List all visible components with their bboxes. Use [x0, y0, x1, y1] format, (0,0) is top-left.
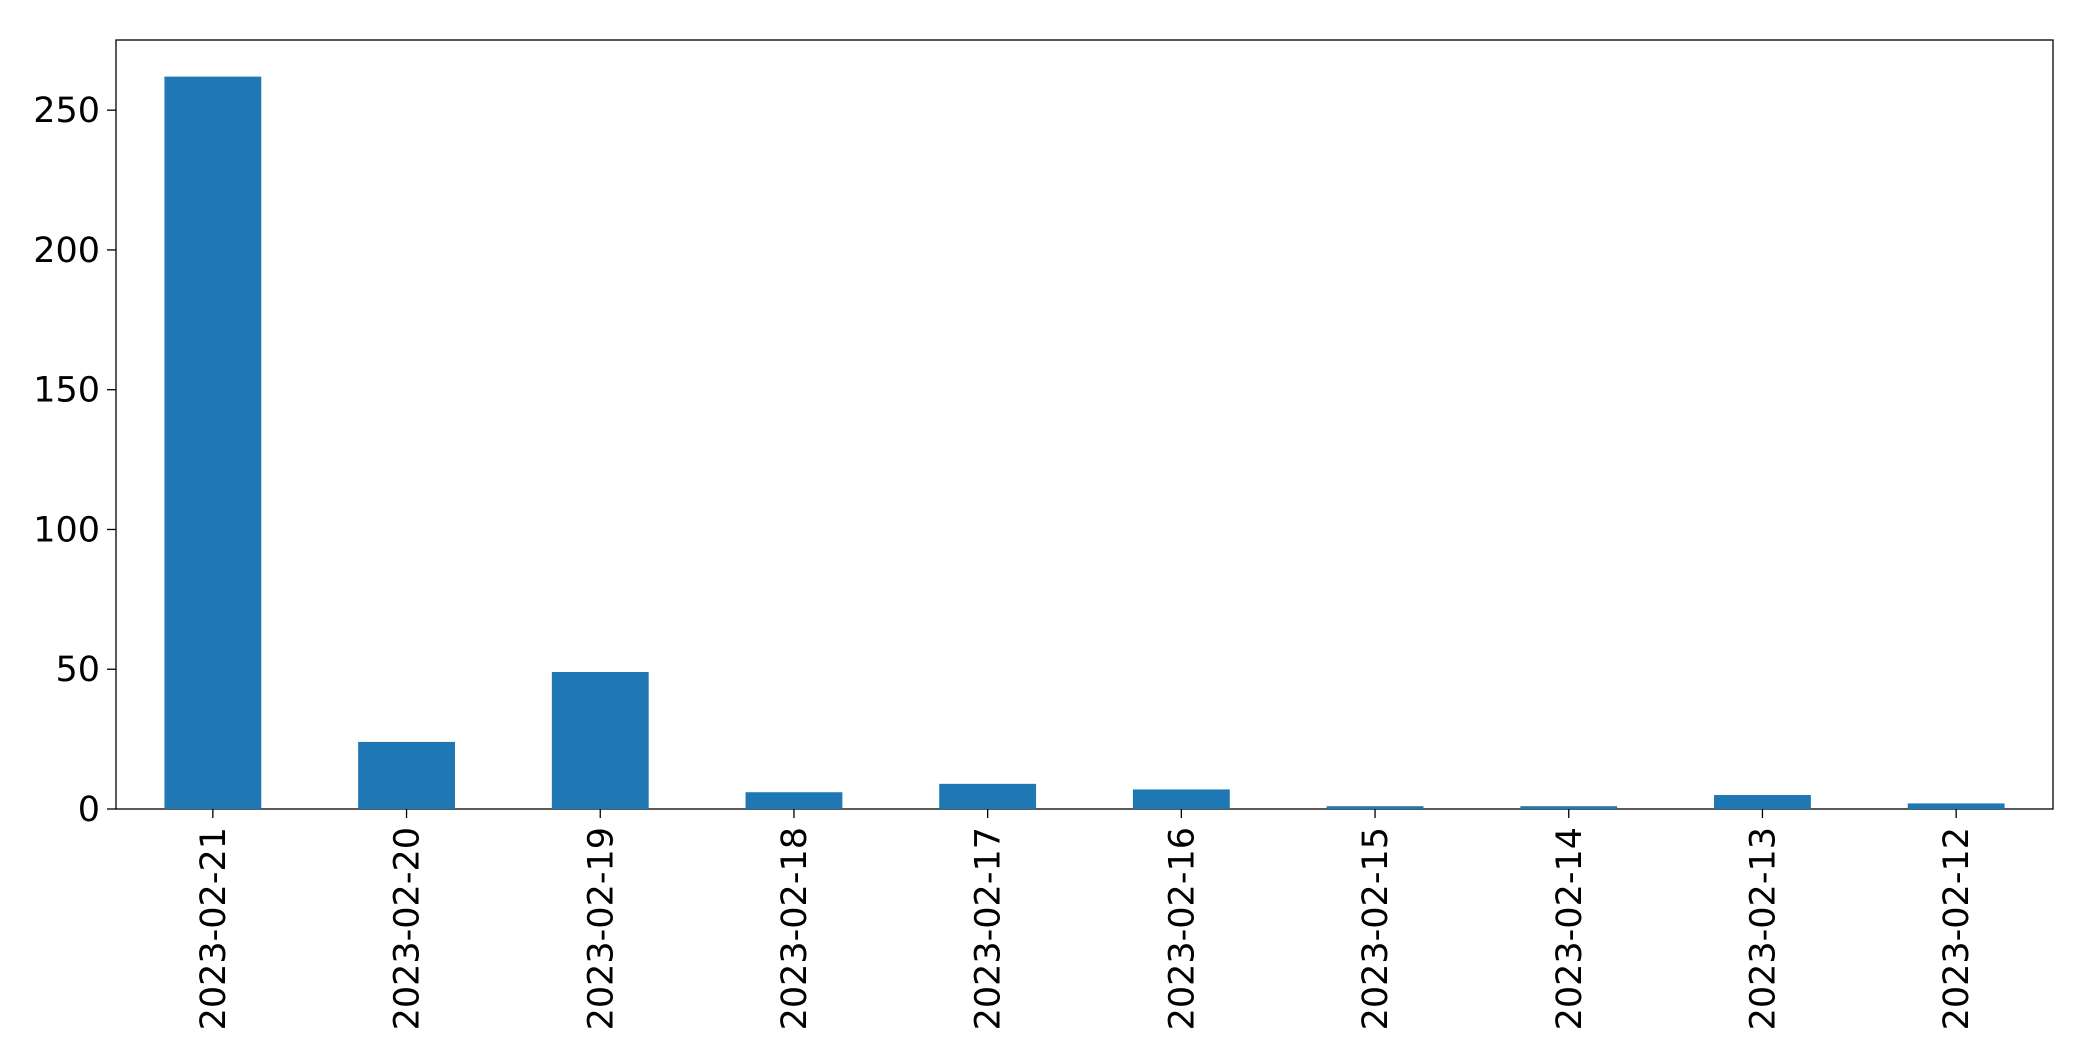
x-tick-label: 2023-02-12: [1937, 827, 1977, 1030]
y-tick-label: 100: [33, 510, 100, 550]
x-tick-label: 2023-02-14: [1550, 827, 1590, 1030]
bar: [1326, 806, 1424, 809]
bar: [1520, 806, 1618, 809]
x-tick-label: 2023-02-16: [1162, 827, 1202, 1030]
plot-frame: [115, 39, 2054, 810]
x-tick-label: 2023-02-19: [581, 827, 621, 1030]
y-tick-label: 50: [55, 650, 100, 690]
bar: [1714, 795, 1811, 809]
x-tick-label: 2023-02-15: [1356, 827, 1396, 1030]
bar: [1907, 803, 2005, 809]
bar: [164, 76, 262, 810]
x-tick-label: 2023-02-13: [1743, 827, 1783, 1030]
x-tick-label: 2023-02-18: [775, 827, 815, 1030]
y-tick-label: 150: [33, 371, 100, 411]
y-tick-label: 0: [78, 790, 100, 830]
bar: [358, 741, 455, 809]
y-tick-label: 250: [33, 91, 100, 131]
bar: [1132, 789, 1230, 809]
x-tick-label: 2023-02-20: [388, 827, 428, 1030]
x-tick-label: 2023-02-21: [194, 827, 234, 1030]
bar: [745, 792, 843, 809]
y-tick-label: 200: [33, 231, 100, 271]
x-tick-label: 2023-02-17: [969, 827, 1009, 1030]
bar: [551, 672, 649, 809]
bar: [939, 783, 1037, 809]
